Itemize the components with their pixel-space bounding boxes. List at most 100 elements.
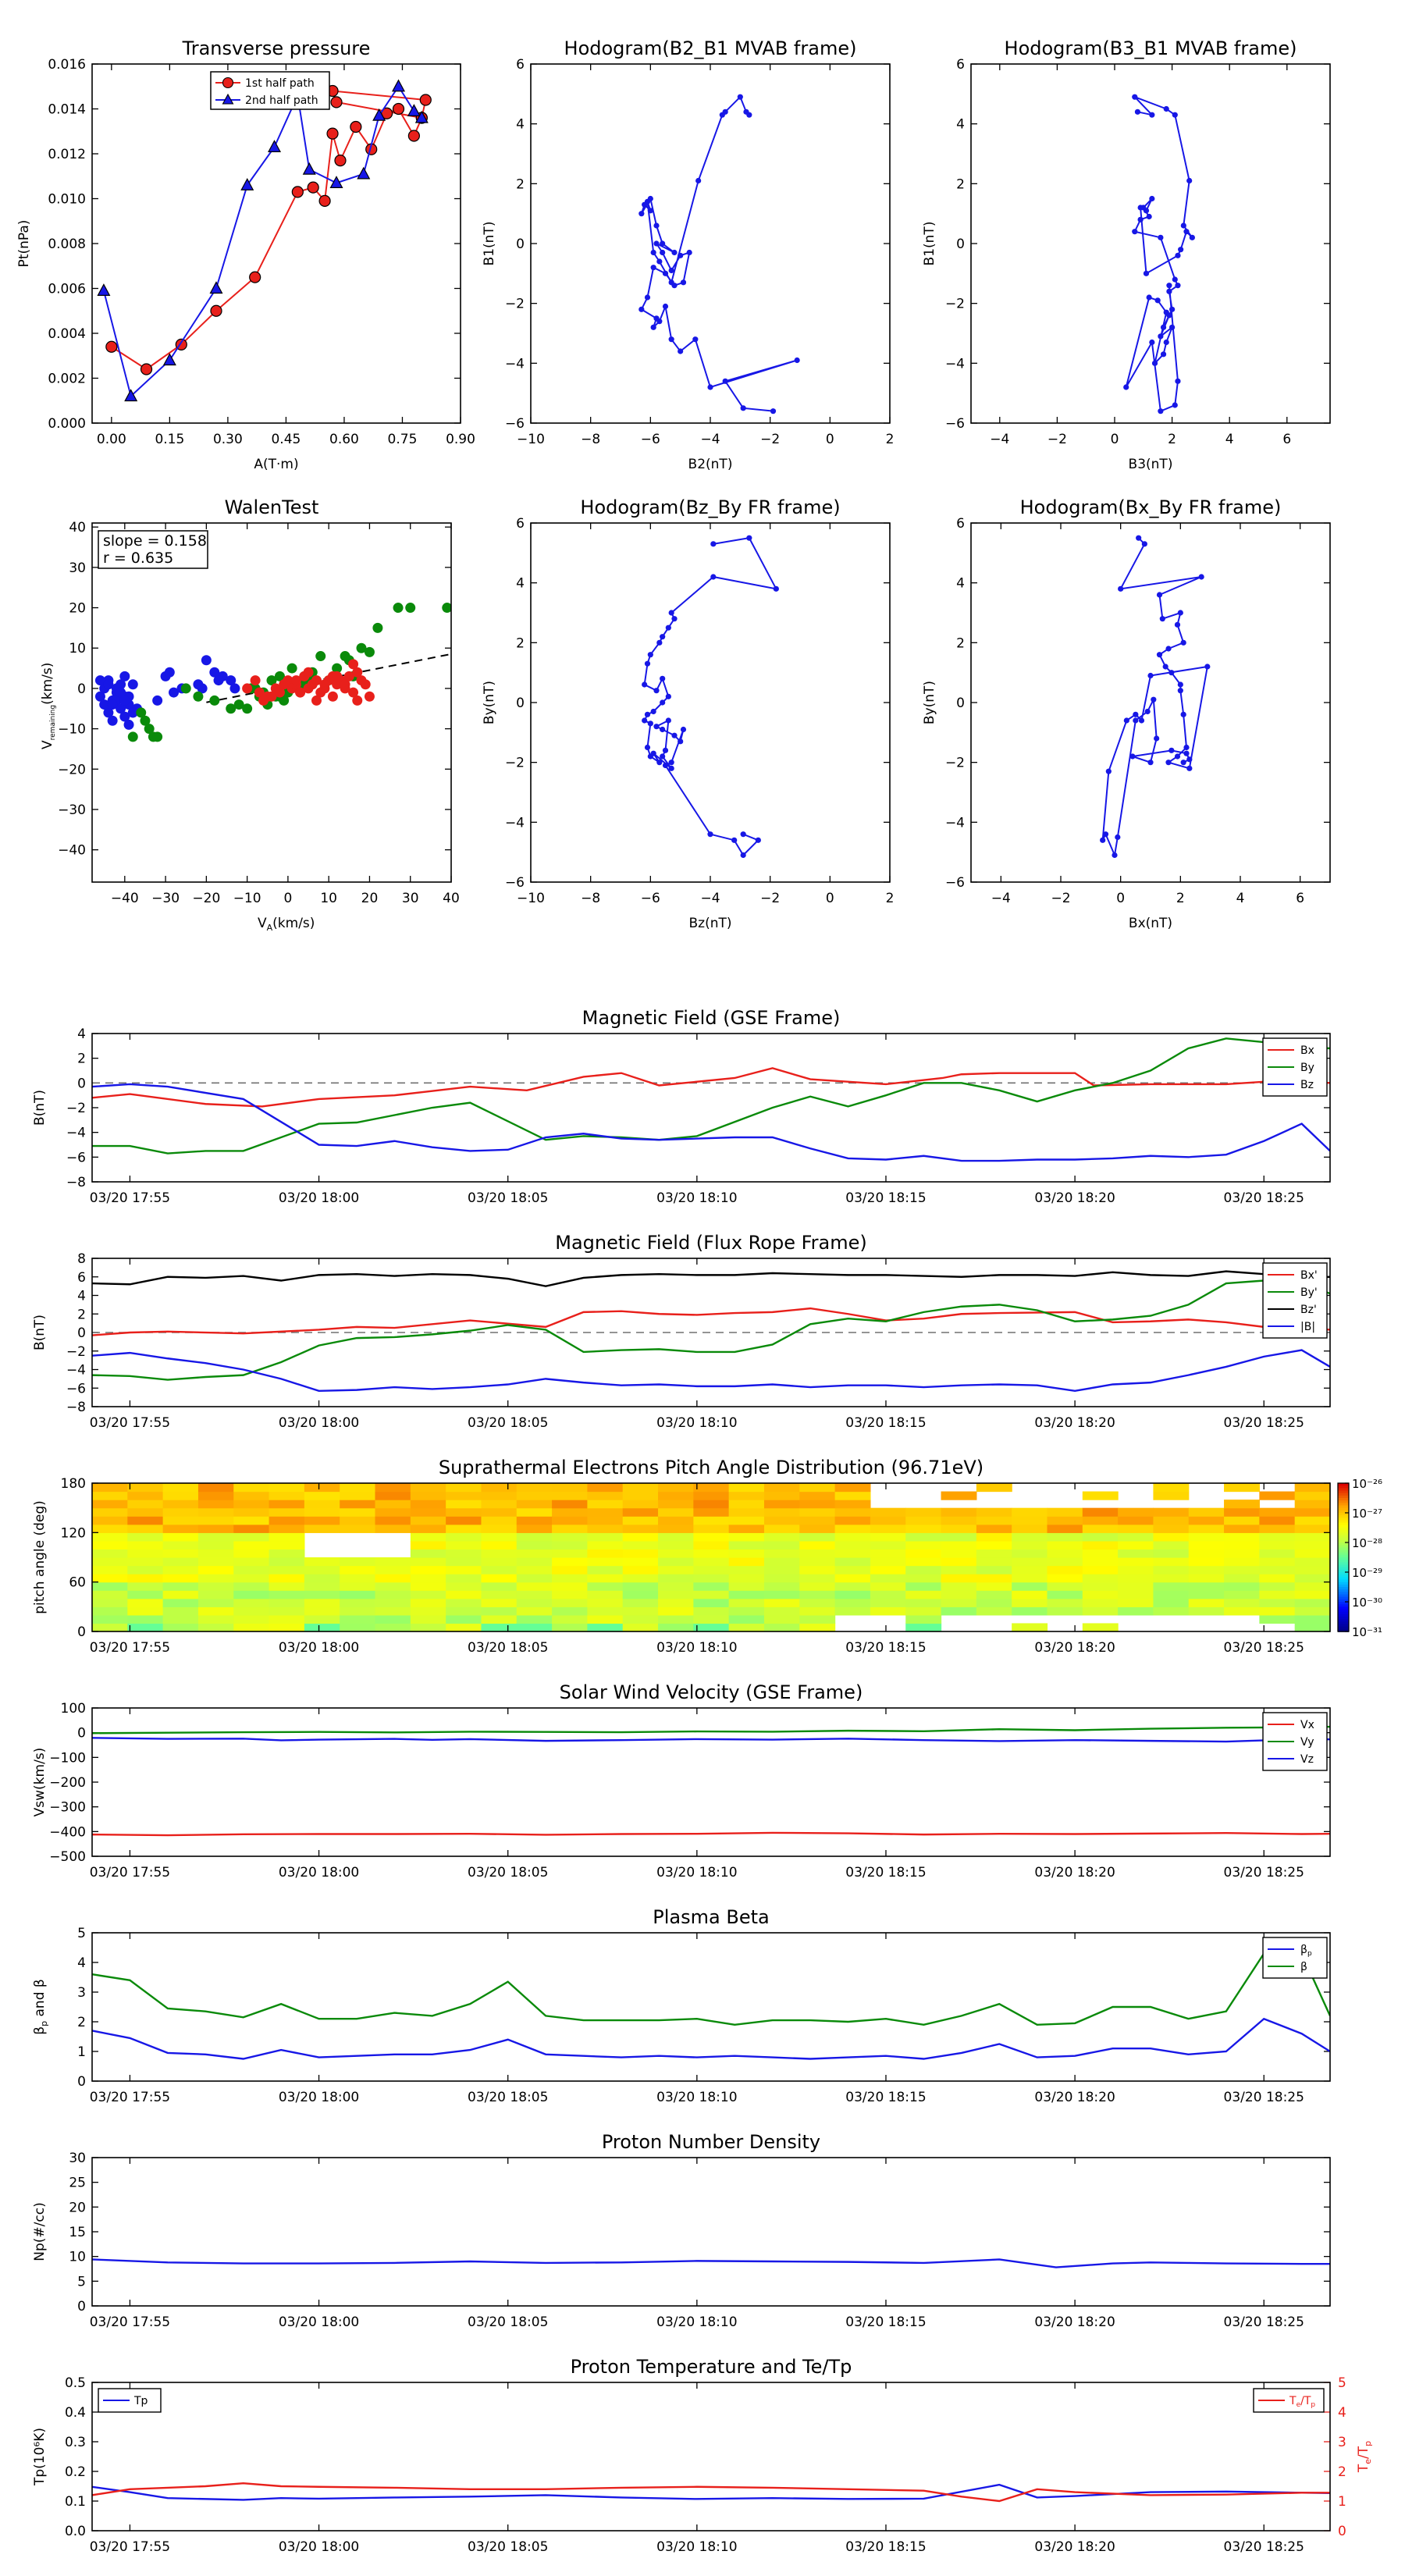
colorbar-cell [1338, 1569, 1349, 1573]
heatmap-cell [1047, 1557, 1083, 1567]
heatmap-cell [1082, 1549, 1119, 1558]
marker-dot [647, 652, 653, 658]
colorbar: 10⁻²⁶ 10⁻²⁷ 10⁻²⁸ 10⁻²⁹ 10⁻³⁰ 10⁻³¹ [1337, 1477, 1382, 1639]
marker-dot [1132, 229, 1138, 235]
y-tick-label: −2 [505, 297, 525, 312]
axes-frame [91, 1482, 1331, 1632]
marker-dot [1149, 195, 1155, 202]
heatmap-cell [410, 1557, 446, 1567]
scatter-point [356, 642, 367, 653]
heatmap-cell [1224, 1574, 1260, 1583]
heatmap-cell [693, 1598, 730, 1607]
heatmap-cell [1082, 1574, 1119, 1583]
heatmap-cell [340, 1557, 376, 1567]
y-tick-label: −2 [945, 297, 965, 312]
time-tick-label: 03/20 18:15 [845, 2539, 926, 2555]
heatmap-cell [269, 1532, 305, 1542]
legend-label: Te/Tp [1289, 2395, 1315, 2409]
marker-dot [794, 357, 800, 364]
time-tick-label: 03/20 17:55 [90, 1190, 170, 1206]
y-tick-label: 4 [956, 117, 965, 133]
x-tick-label: −4 [991, 891, 1011, 906]
subscript: p [1311, 2401, 1315, 2409]
heatmap-cell [197, 1516, 234, 1525]
panel-title: Magnetic Field (Flux Rope Frame) [555, 1232, 866, 1254]
heatmap-cell [1294, 1590, 1331, 1599]
time-tick-label: 03/20 18:00 [279, 1190, 359, 1206]
heatmap-cell [1118, 1606, 1154, 1616]
marker-dot [671, 283, 678, 289]
x-axis-label: Bx(nT) [1129, 916, 1172, 931]
heatmap-cell [1118, 1574, 1154, 1583]
x-tick-label: 0 [1111, 432, 1119, 447]
marker-dot [642, 681, 648, 688]
marker-circle [318, 194, 331, 207]
y-tick-label: 2 [956, 176, 965, 192]
time-tick-label: 03/20 18:20 [1034, 1190, 1115, 1206]
heatmap-cell [127, 1491, 164, 1500]
marker-circle [291, 186, 304, 198]
marker-dot [1159, 616, 1165, 622]
y-tick-label: 2 [77, 1051, 86, 1067]
x-tick-label: −40 [111, 891, 139, 906]
series-line [102, 84, 422, 398]
y-tick-label: 3 [77, 1985, 86, 2001]
y2-tick-label: 1 [1338, 2494, 1346, 2510]
y-tick-label: 4 [956, 576, 965, 592]
time-tick-label: 03/20 18:05 [468, 2090, 548, 2105]
marker-dot [662, 303, 669, 310]
heatmap-cell [658, 1516, 694, 1525]
heatmap-cell [1012, 1598, 1048, 1607]
label-rest: /T [1300, 2395, 1311, 2407]
x-tick-label: 2 [886, 432, 895, 447]
marker-dot [1186, 177, 1193, 184]
heatmap-cell [834, 1483, 871, 1493]
heatmap-cell [481, 1524, 518, 1533]
heatmap-cell [587, 1500, 624, 1509]
legend-label: Vz [1300, 1753, 1314, 1766]
heatmap-cell [1082, 1565, 1119, 1574]
marker-dot [680, 279, 687, 286]
colorbar-cell [1338, 1503, 1349, 1507]
heatmap-cell [233, 1598, 270, 1607]
colorbar-cell [1338, 1535, 1349, 1539]
heatmap-cell [870, 1532, 906, 1542]
y2-tick-label: 0 [1338, 2524, 1346, 2539]
y-axis-label: B1(nT) [922, 222, 937, 266]
heatmap-cell [763, 1491, 800, 1500]
heatmap-cell [693, 1516, 730, 1525]
legend-marker [222, 93, 234, 105]
heatmap-cell [1188, 1590, 1225, 1599]
heatmap-cell [127, 1598, 164, 1607]
heatmap-cell [1259, 1549, 1296, 1558]
heatmap-cell [1082, 1516, 1119, 1525]
heatmap-cell [516, 1574, 553, 1583]
y-tick-label: 6 [516, 516, 525, 532]
y-tick-label: 0 [77, 1726, 86, 1742]
scatter-point [242, 683, 253, 694]
marker-triangle [414, 110, 429, 123]
time-tick-label: 03/20 18:05 [468, 1190, 548, 1206]
marker-dot [1123, 717, 1129, 724]
timeseries-panel: 03/20 17:55 03/20 18:00 03/20 18:05 03/20 1… [32, 1232, 1331, 1431]
x-tick-label: 10 [320, 891, 337, 906]
series-line [92, 1037, 1330, 1155]
marker-dot [650, 750, 656, 756]
heatmap-cell [269, 1582, 305, 1591]
y-tick-label: −2 [66, 1344, 86, 1360]
heatmap-cell [799, 1500, 836, 1509]
heatmap-cell [304, 1483, 340, 1493]
y-axis-label: B(nT) [32, 1315, 48, 1350]
heatmap-cell [1118, 1524, 1154, 1533]
y-tick-label: 0.012 [48, 147, 86, 162]
heatmap-cell [481, 1574, 518, 1583]
colorbar-cell [1338, 1577, 1349, 1581]
axes-frame [530, 63, 891, 424]
heatmap-cell [905, 1507, 942, 1517]
heatmap-cell [834, 1598, 871, 1607]
scatter-point [233, 699, 244, 710]
scatter-point [127, 731, 138, 742]
y-tick-label: 0 [77, 2074, 86, 2090]
x-tick-label: 0 [826, 891, 834, 906]
marker-dot [686, 249, 692, 256]
